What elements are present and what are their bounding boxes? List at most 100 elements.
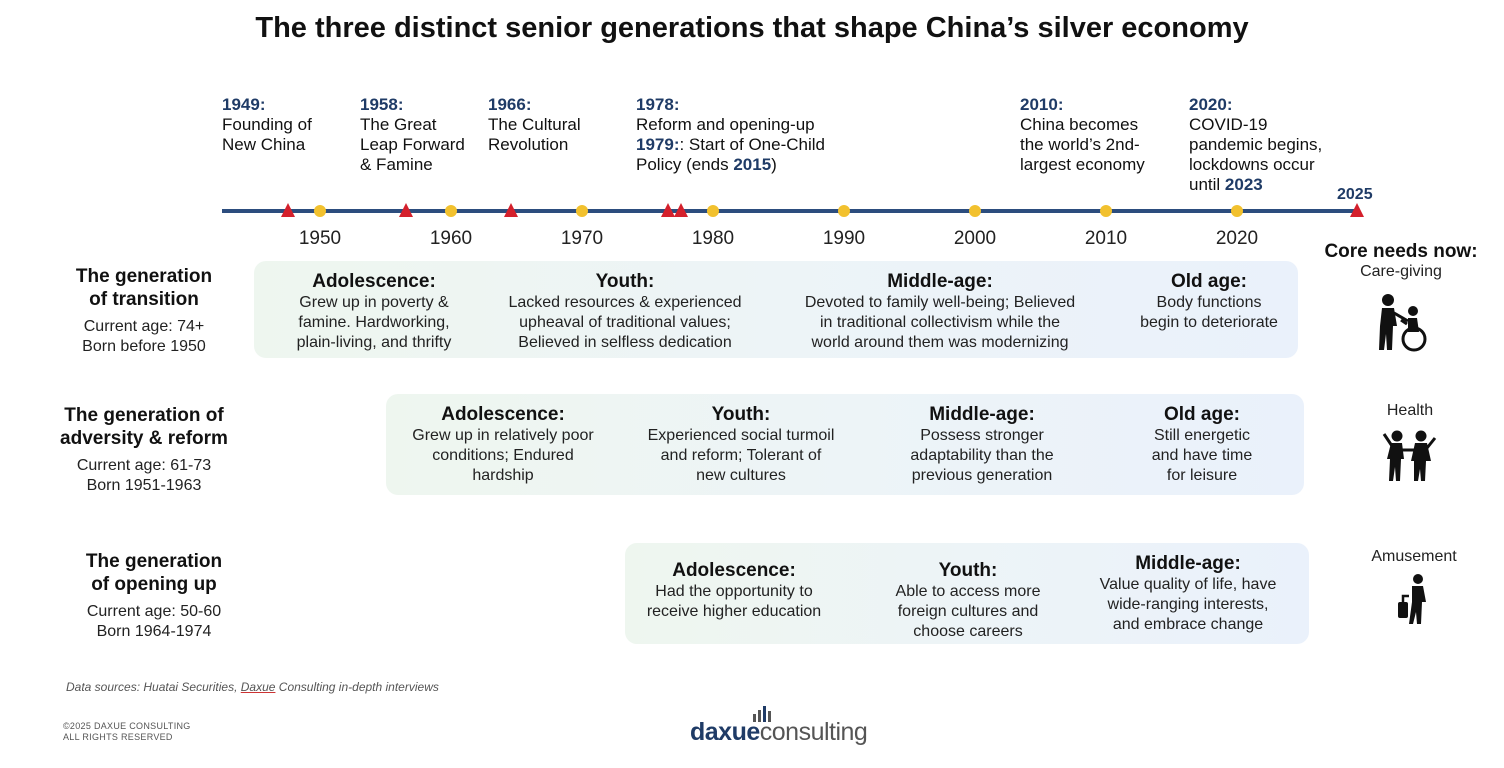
timeline-event-marker — [1350, 203, 1364, 217]
source-text: Data sources: Huatai Securities, — [66, 680, 241, 694]
phase-desc: Grew up in relatively poor — [412, 427, 594, 444]
event-year: 2023 — [1224, 175, 1263, 194]
generation-age: Current age: 74+ — [83, 318, 205, 335]
phase-desc: conditions; Endured — [432, 447, 574, 464]
event-2010: 2010: China becomes the world’s 2nd- lar… — [1020, 95, 1145, 175]
phase-title: Adolescence: — [441, 404, 565, 425]
phase-adolescence: Adolescence: Had the opportunity to rece… — [628, 560, 840, 622]
event-year: 2015 — [733, 155, 772, 174]
generation-opening-band — [625, 543, 1309, 644]
event-1966: 1966: The Cultural Revolution — [488, 95, 581, 155]
phase-middle-age: Middle-age: Devoted to family well-being… — [776, 271, 1104, 353]
phase-desc: receive higher education — [646, 603, 822, 620]
amusement-icon — [1398, 574, 1426, 624]
core-needs-title: Core needs now: — [1324, 241, 1478, 262]
generation-age: Current age: 61-73 — [76, 457, 212, 474]
event-text-part: : Start of One-Child — [679, 135, 825, 154]
phase-desc: and reform; Tolerant of — [660, 447, 822, 464]
timeline-tick-label: 1980 — [691, 228, 735, 249]
event-text-part: ) — [771, 155, 777, 174]
logo-text-rest: consulting — [759, 718, 868, 746]
phase-desc: in traditional collectivism while the — [819, 314, 1061, 331]
phase-desc: wide-ranging interests, — [1107, 596, 1269, 613]
page-title: The three distinct senior generations th… — [255, 12, 1249, 44]
event-text: 1979:: Start of One-Child — [636, 135, 825, 155]
timeline-year-dot — [1231, 205, 1243, 217]
timeline-tick-label: 1990 — [822, 228, 866, 249]
generation-name: The generation — [75, 266, 213, 287]
timeline-end-label: 2025 — [1337, 186, 1373, 203]
generation-meta: Current age: 50-60 Born 1964-1974 — [64, 602, 244, 642]
source-link[interactable]: Daxue — [240, 680, 276, 694]
phase-title: Middle-age: — [1135, 553, 1241, 574]
event-year: 1979: — [636, 135, 680, 154]
phase-desc: plain-living, and thrifty — [296, 334, 452, 351]
timeline-tick-label: 2000 — [953, 228, 997, 249]
core-needs-caregiving: Core needs now: Care-giving — [1316, 241, 1486, 358]
event-1958: 1958: The Great Leap Forward & Famine — [360, 95, 465, 175]
event-year: 2010: — [1020, 95, 1064, 114]
phase-desc: Still energetic — [1153, 427, 1251, 444]
event-text: COVID-19 — [1189, 115, 1268, 134]
event-text: Policy (ends 2015) — [636, 155, 825, 175]
event-text: pandemic begins, — [1189, 135, 1323, 154]
timeline-year-dot — [707, 205, 719, 217]
generation-name: of transition — [89, 289, 199, 310]
timeline-tick-label: 1970 — [560, 228, 604, 249]
generation-adversity-label: The generation of adversity & reform Cur… — [44, 404, 244, 496]
event-text: New China — [222, 135, 306, 154]
phase-title: Old age: — [1163, 404, 1240, 425]
event-text: Revolution — [488, 135, 569, 154]
phase-youth: Youth: Able to access more foreign cultu… — [868, 560, 1068, 642]
phase-youth: Youth: Lacked resources & experienced up… — [484, 271, 766, 353]
daxue-logo: daxueconsulting — [690, 706, 900, 750]
phase-desc: Had the opportunity to — [655, 583, 813, 600]
event-year: 1966: — [488, 95, 532, 114]
phase-desc: Lacked resources & experienced — [508, 294, 742, 311]
event-year: 1949: — [222, 95, 266, 114]
event-text: the world’s 2nd- — [1020, 135, 1140, 154]
phase-desc: previous generation — [911, 467, 1053, 484]
timeline-event-marker — [660, 203, 675, 217]
timeline-year-dot — [1100, 205, 1112, 217]
health-icon — [1382, 430, 1437, 481]
timeline-year-dot — [969, 205, 981, 217]
timeline-tick-label: 2020 — [1215, 228, 1259, 249]
data-sources: Data sources: Huatai Securities, Daxue C… — [66, 680, 439, 694]
timeline-year-dot — [838, 205, 850, 217]
phase-old-age: Old age: Still energetic and have time f… — [1124, 404, 1280, 486]
event-text: Founding of — [222, 115, 312, 134]
event-text: China becomes — [1020, 115, 1139, 134]
copyright: ©2025 DAXUE CONSULTING ALL RIGHTS RESERV… — [63, 721, 191, 743]
phase-desc: Able to access more — [895, 583, 1041, 600]
phase-title: Youth: — [938, 560, 998, 581]
event-text: largest economy — [1020, 155, 1145, 174]
source-text: Consulting in-depth interviews — [275, 680, 439, 694]
phase-title: Youth: — [711, 404, 771, 425]
phase-title: Adolescence: — [312, 271, 436, 292]
generation-name: The generation — [85, 551, 223, 572]
core-needs-health: Health — [1360, 402, 1460, 489]
generation-opening-label: The generation of opening up Current age… — [64, 550, 244, 642]
phase-adolescence: Adolescence: Grew up in poverty & famine… — [266, 271, 482, 353]
phase-desc: adaptability than the — [910, 447, 1054, 464]
generation-born: Born 1951-1963 — [86, 477, 202, 494]
phase-title: Old age: — [1170, 271, 1247, 292]
phase-desc: hardship — [472, 467, 534, 484]
event-text: & Famine — [360, 155, 433, 174]
phase-desc: Experienced social turmoil — [647, 427, 835, 444]
phase-desc: upheaval of traditional values; — [519, 314, 731, 331]
event-1949: 1949: Founding of New China — [222, 95, 312, 155]
phase-middle-age: Middle-age: Value quality of life, have … — [1078, 553, 1298, 635]
timeline-year-dot — [314, 205, 326, 217]
phase-desc: famine. Hardworking, — [298, 314, 450, 331]
timeline-tick-label: 2010 — [1084, 228, 1128, 249]
generation-meta: Current age: 74+ Born before 1950 — [54, 317, 234, 357]
phase-title: Middle-age: — [887, 271, 993, 292]
phase-middle-age: Middle-age: Possess stronger adaptabilit… — [882, 404, 1082, 486]
phase-desc: Grew up in poverty & — [299, 294, 449, 311]
timeline-event-marker — [398, 203, 413, 217]
phase-adolescence: Adolescence: Grew up in relatively poor … — [394, 404, 612, 486]
timeline-event-marker — [280, 203, 295, 217]
phase-desc: and have time — [1151, 447, 1253, 464]
